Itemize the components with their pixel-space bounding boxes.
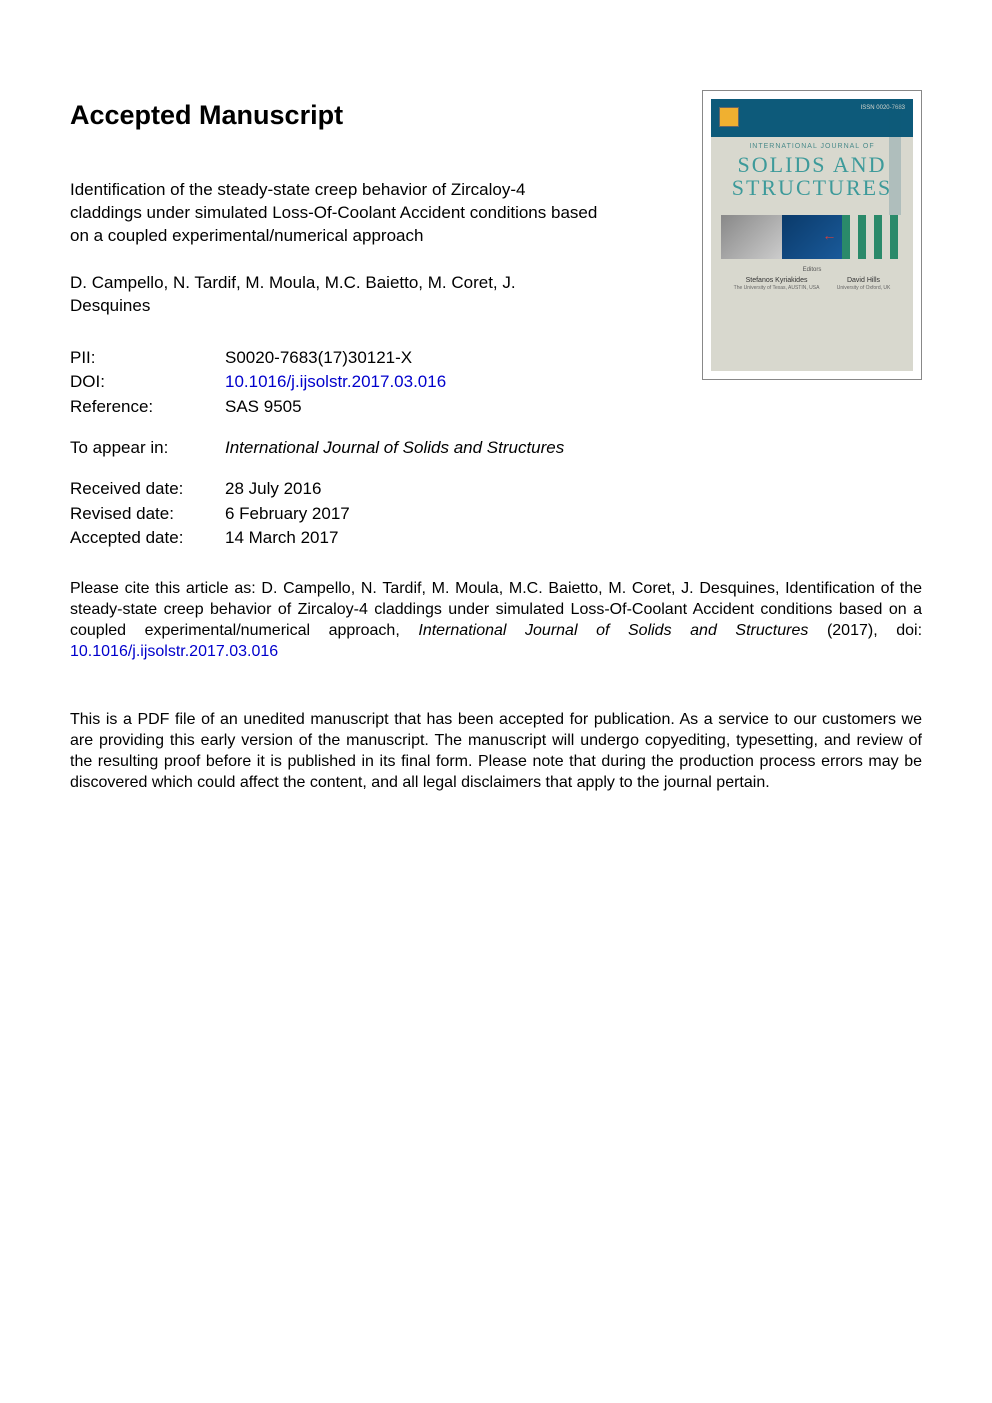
reference-value: SAS 9505 — [225, 395, 302, 419]
reference-label: Reference: — [70, 395, 225, 419]
accepted-label: Accepted date: — [70, 526, 225, 550]
disclaimer-text: This is a PDF file of an unedited manusc… — [70, 710, 922, 793]
cover-art-panel-3 — [842, 215, 903, 259]
cover-title-line2: STRUCTURES — [732, 175, 893, 200]
received-label: Received date: — [70, 477, 225, 501]
cover-editor1-name: Stefanos Kyriakides — [734, 277, 820, 285]
authors: D. Campello, N. Tardif, M. Moula, M.C. B… — [70, 272, 600, 318]
cover-title-line1: SOLIDS AND — [738, 152, 887, 177]
cover-editor2-aff: University of Oxford, UK — [837, 285, 891, 291]
doi-label: DOI: — [70, 370, 225, 394]
accepted-value: 14 March 2017 — [225, 526, 338, 550]
cover-editor-row: Stefanos Kyriakides The University of Te… — [711, 277, 913, 291]
meta-block: PII: S0020-7683(17)30121-X DOI: 10.1016/… — [70, 346, 600, 551]
citation-journal: International Journal of Solids and Stru… — [418, 622, 808, 639]
revised-label: Revised date: — [70, 502, 225, 526]
citation-block: Please cite this article as: D. Campello… — [70, 579, 922, 662]
cover-editors-label: Editors — [711, 267, 913, 273]
pii-label: PII: — [70, 346, 225, 370]
received-value: 28 July 2016 — [225, 477, 321, 501]
citation-year: (2017), doi: — [808, 622, 922, 639]
cover-art-panel-1 — [721, 215, 782, 259]
cover-intl-label: INTERNATIONAL JOURNAL OF — [711, 143, 913, 150]
article-title: Identification of the steady-state creep… — [70, 179, 600, 248]
citation-doi-link[interactable]: 10.1016/j.ijsolstr.2017.03.016 — [70, 643, 278, 660]
appear-value: International Journal of Solids and Stru… — [225, 436, 564, 460]
cover-editor1-aff: The University of Texas, AUSTIN, USA — [734, 285, 820, 291]
appear-label: To appear in: — [70, 436, 225, 460]
page-heading: Accepted Manuscript — [70, 100, 600, 131]
cover-art-panel-2 — [782, 215, 843, 259]
cover-journal-title: SOLIDS AND STRUCTURES — [711, 153, 913, 199]
revised-value: 6 February 2017 — [225, 502, 350, 526]
cover-editor2-name: David Hills — [837, 277, 891, 285]
journal-cover: ISSN 0020-7683 INTERNATIONAL JOURNAL OF … — [702, 90, 922, 380]
cover-art — [721, 215, 903, 259]
publisher-logo-icon — [719, 107, 739, 127]
doi-link[interactable]: 10.1016/j.ijsolstr.2017.03.016 — [225, 370, 446, 394]
pii-value: S0020-7683(17)30121-X — [225, 346, 412, 370]
